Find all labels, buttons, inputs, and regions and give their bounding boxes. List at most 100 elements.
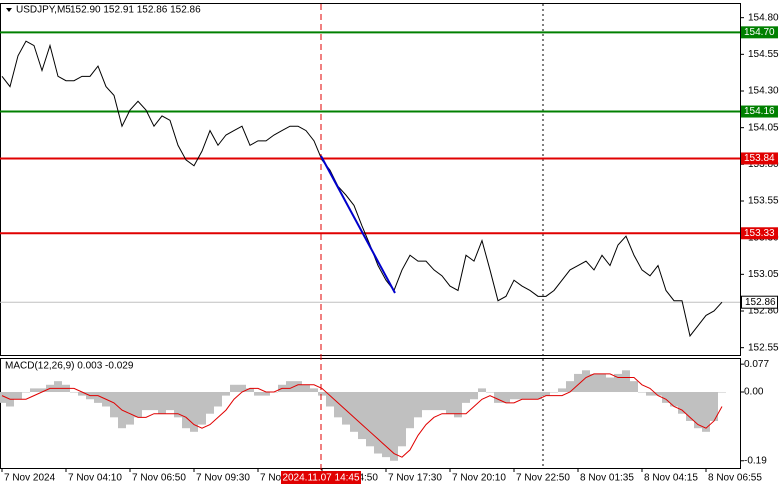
macd-bar [406,392,414,429]
macd-bar [614,373,622,393]
macd-bar [126,392,134,425]
y-tick-label: 153.05 [748,269,779,280]
x-tick-label: 7 Nov 22:50 [516,473,570,484]
macd-bar [438,392,446,411]
macd-bar [390,392,398,461]
macd-bar [54,381,62,393]
y-tick-label: -0.19 [744,455,767,466]
macd-bar [310,388,318,393]
macd-bar [342,392,350,425]
macd-bar [622,370,630,393]
macd-bar [430,392,438,411]
macd-bar [694,392,702,429]
macd-bar [574,373,582,393]
macd-bar [550,392,558,393]
macd-bar [246,388,254,393]
level-box [741,26,778,39]
macd-bar [638,392,646,393]
level-label: 153.33 [744,228,775,239]
macd-bar [38,388,46,393]
x-tick-label: 7 Nov 06:50 [132,473,186,484]
y-tick-label: 0.00 [744,387,764,398]
macd-bar [174,392,182,418]
macd-bar [358,392,366,440]
macd-bar [582,370,590,393]
x-tick-label: 8 Nov 04:15 [644,473,698,484]
last-price-box [741,295,778,309]
level-label: 154.16 [744,106,775,117]
macd-bar [382,392,390,458]
macd-bar [158,392,166,414]
macd-bar [22,392,30,393]
macd-bar [94,392,102,403]
macd-bar [590,373,598,393]
crosshair-label: 2024.11.07 14:45 [282,473,360,484]
macd-bar [598,373,606,393]
macd-bar [654,392,662,396]
x-tick-label: 8 Nov 01:35 [580,473,634,484]
macd-bar [262,392,270,396]
macd-bar [166,392,174,411]
frames [0,3,741,469]
macd-bar [686,392,694,421]
x-tick-label: 7 Nov 04:10 [68,473,122,484]
macd-bar [502,392,510,403]
macd-bar [462,392,470,403]
macd-bar [534,392,542,400]
macd-bar [710,392,718,421]
macd-bar [494,392,502,403]
macd-bar [470,392,478,400]
macd-bar [134,392,142,418]
macd-bar [454,392,462,418]
macd-bar [78,392,86,396]
macd-bar [238,384,246,393]
macd-bar [30,388,38,393]
macd-bar [334,392,342,418]
macd-bar [662,392,670,403]
level-box [741,152,778,165]
macd-bar [422,392,430,411]
macd-bar [182,392,190,429]
x-tick-label: 7 Nov 2024 [4,473,56,484]
macd-bar [198,392,206,425]
macd-bar [230,384,238,393]
macd-bar [142,392,150,411]
macd-bar [318,392,326,396]
macd-bar [350,392,358,432]
y-tick-label: 152.55 [748,342,779,353]
level-label: 154.70 [744,27,775,38]
macd-frame [0,358,741,469]
macd-bar [150,392,158,411]
macd-bar [0,392,6,403]
chart-title: USDJPY,M5 [16,5,71,16]
macd-bar [630,381,638,393]
x-tick-label: 7 Nov 09:30 [196,473,250,484]
macd-bar [558,388,566,393]
macd-bar [214,392,222,407]
macd-bar [526,392,534,400]
macd-bar [606,377,614,393]
macd-bar [446,392,454,414]
macd-bar [294,381,302,393]
macd-bar [518,392,526,400]
level-label: 153.84 [744,153,775,164]
price-line [1,40,723,338]
y-tick-label: 154.55 [748,49,779,60]
macd-bar [206,392,214,414]
y-tick-label: 154.80 [748,12,779,23]
macd-bar [190,392,198,432]
macd-bar [398,392,406,447]
macd-bar [222,392,230,396]
macd-bar [286,381,294,393]
macd-bar [366,392,374,447]
macd-bar [510,392,518,400]
y-tick-label: 0.077 [744,359,769,370]
macd-bar [542,392,550,396]
macd-bar [718,392,726,393]
macd-signal [1,373,723,458]
crosshair-box [281,471,361,484]
macd-bar [702,392,710,432]
x-tick-label: 8 Nov 06:55 [708,473,762,484]
macd-bar [478,388,486,393]
